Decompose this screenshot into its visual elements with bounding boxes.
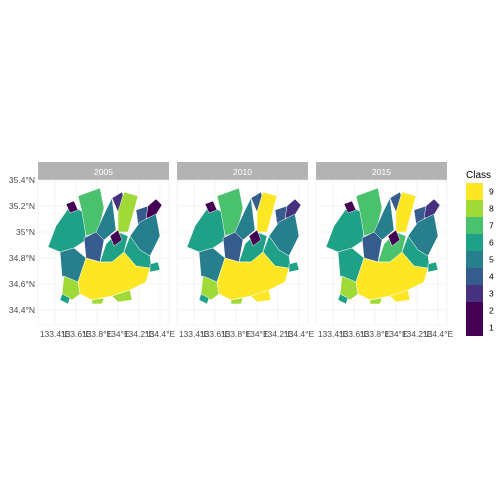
x-tick-label: 133.6°E — [200, 329, 231, 339]
x-tick-label: 134.4°E — [145, 329, 176, 339]
region — [149, 261, 161, 273]
y-tick-label: 34.8°N — [9, 253, 35, 263]
legend-swatch-5 — [466, 251, 483, 268]
x-tick-label: 133.6°E — [61, 329, 92, 339]
legend-label-3: 3 — [489, 289, 494, 299]
panel-2005: 2005 — [37, 162, 170, 326]
region — [222, 231, 244, 263]
x-tick-label: 134°E — [245, 329, 269, 339]
region — [288, 261, 300, 273]
region — [387, 229, 401, 247]
region — [198, 293, 210, 305]
strip-label-2005: 2005 — [94, 167, 113, 177]
region — [200, 275, 220, 301]
region — [47, 205, 87, 253]
region — [325, 205, 365, 253]
x-tick-label: 134.2°E — [124, 329, 155, 339]
strip-label-2015: 2015 — [372, 167, 391, 177]
region — [83, 231, 105, 263]
legend-swatch-7 — [466, 217, 483, 234]
region — [369, 297, 383, 305]
region — [65, 200, 79, 214]
legend-keys: 9 8 7 6 5 4 3 2 1 — [466, 183, 494, 336]
region — [423, 198, 441, 219]
region — [284, 198, 302, 219]
region — [248, 229, 262, 247]
region — [59, 293, 71, 305]
strip-label-2010: 2010 — [233, 167, 252, 177]
legend-swatch-2 — [466, 302, 483, 319]
x-axis-2015: 133.4°E 133.6°E 133.8°E 134°E 134.2°E 13… — [318, 329, 454, 339]
panel-2010: 2010 — [176, 162, 309, 326]
y-tick-label: 34.6°N — [9, 279, 35, 289]
map-regions — [47, 187, 163, 305]
strip-2015 — [316, 162, 447, 180]
region — [361, 231, 383, 263]
y-tick-label: 35.2°N — [9, 201, 35, 211]
legend-swatch-6 — [466, 234, 483, 251]
legend-swatch-8 — [466, 200, 483, 217]
region — [109, 229, 123, 247]
region — [117, 191, 139, 233]
region — [61, 275, 81, 301]
strip-2005 — [38, 162, 169, 180]
x-axis: 133.4°E 133.6°E 133.8°E 134°E 134.2°E 13… — [40, 329, 454, 339]
y-tick-label: 35.4°N — [9, 175, 35, 185]
strip-2010 — [177, 162, 308, 180]
x-tick-label: 133.4°E — [40, 329, 71, 339]
region — [250, 289, 272, 303]
x-axis-2010: 133.4°E 133.6°E 133.8°E 134°E 134.2°E 13… — [179, 329, 315, 339]
region — [389, 289, 411, 303]
y-axis: 35.4°N 35.2°N 35°N 34.8°N 34.6°N 34.4°N — [9, 175, 35, 315]
x-tick-label: 133.8°E — [360, 329, 391, 339]
legend-label-5: 5 — [489, 255, 494, 265]
x-tick-label: 133.6°E — [339, 329, 370, 339]
x-axis-2005: 133.4°E 133.6°E 133.8°E 134°E 134.2°E 13… — [40, 329, 176, 339]
x-tick-label: 134.2°E — [402, 329, 433, 339]
legend-swatch-3 — [466, 285, 483, 302]
x-tick-label: 134.4°E — [284, 329, 315, 339]
region — [343, 200, 357, 214]
legend-label-8: 8 — [489, 204, 494, 214]
region — [145, 198, 163, 219]
region — [91, 297, 105, 305]
region — [111, 289, 133, 303]
x-tick-label: 133.8°E — [221, 329, 252, 339]
legend-label-6: 6 — [489, 238, 494, 248]
legend-swatch-9 — [466, 183, 483, 200]
x-tick-label: 133.8°E — [82, 329, 113, 339]
x-tick-label: 133.4°E — [179, 329, 210, 339]
x-tick-label: 134°E — [106, 329, 130, 339]
x-tick-label: 133.4°E — [318, 329, 349, 339]
legend-label-2: 2 — [489, 306, 494, 316]
region — [230, 297, 244, 305]
legend-swatch-4 — [466, 268, 483, 285]
x-tick-label: 134.4°E — [423, 329, 454, 339]
region — [395, 191, 417, 233]
region — [204, 200, 218, 214]
map-regions — [186, 187, 302, 305]
panel-2015: 2015 — [315, 162, 448, 326]
region — [186, 205, 226, 253]
region — [427, 261, 439, 273]
region — [339, 275, 359, 301]
x-tick-label: 134°E — [384, 329, 408, 339]
y-tick-label: 34.4°N — [9, 305, 35, 315]
legend: Class 9 8 7 6 5 4 3 2 1 — [466, 170, 494, 336]
x-tick-label: 134.2°E — [263, 329, 294, 339]
legend-title: Class — [466, 170, 491, 181]
legend-label-9: 9 — [489, 187, 494, 197]
legend-swatch-1 — [466, 319, 483, 336]
y-tick-label: 35°N — [16, 227, 35, 237]
legend-label-4: 4 — [489, 272, 494, 282]
region — [256, 191, 278, 233]
legend-label-7: 7 — [489, 221, 494, 231]
map-regions — [325, 187, 441, 305]
legend-label-1: 1 — [489, 323, 494, 333]
region — [337, 293, 349, 305]
